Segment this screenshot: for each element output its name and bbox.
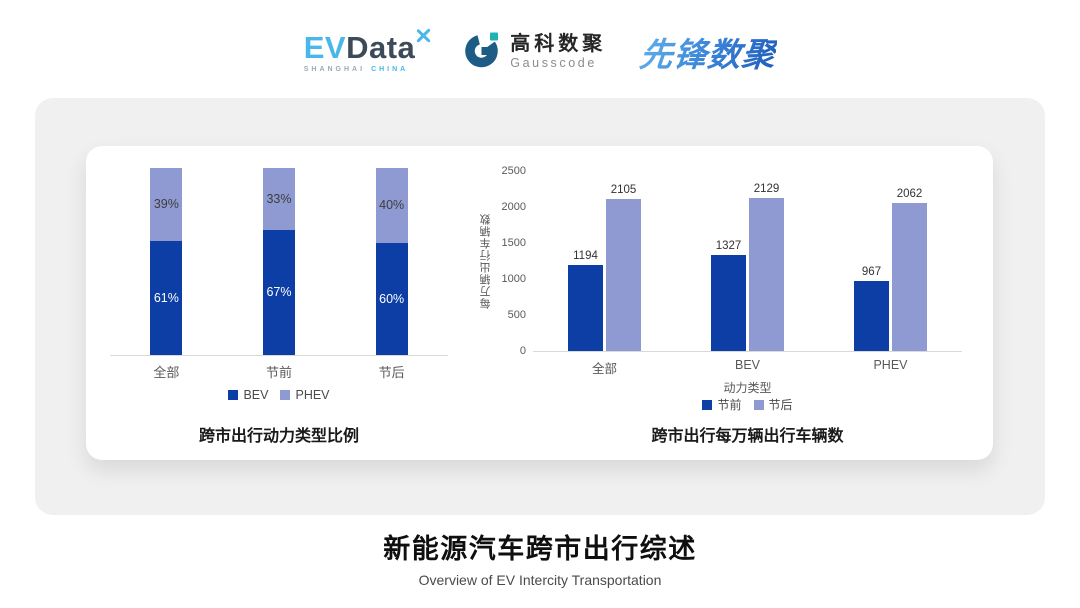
- right-chart-categories: 全部 BEV PHEV: [533, 358, 962, 377]
- bar-value-label: 2129: [753, 182, 780, 195]
- evdata-subtitle: SHANGHAI CHINA: [304, 66, 431, 73]
- legend-swatch-icon: [753, 399, 764, 410]
- segment-value-label: 61%: [153, 290, 179, 305]
- charts-panel: 39% 61% 33% 67% 40% 60% 全部 节前 节后 BEV PHEV 跨市出行动力…: [86, 146, 993, 460]
- evdata-sparkle-icon: [416, 28, 431, 47]
- right-chart-legend: 节前 节后: [533, 396, 962, 413]
- y-tick-label: 0: [519, 345, 526, 357]
- y-tick-label: 1000: [501, 273, 526, 285]
- legend-swatch-icon: [702, 399, 713, 410]
- evdata-logo: EV Data SHANGHAI CHINA: [303, 28, 431, 73]
- gausscode-g-icon: [464, 31, 501, 73]
- category-label: PHEV: [873, 358, 908, 372]
- stacked-bar: 40% 60%: [375, 168, 408, 355]
- legend-item-节后: 节后: [753, 396, 793, 413]
- category-label: 节后: [378, 365, 405, 380]
- segment-value-label: 67%: [266, 285, 292, 300]
- bar-segment-phev: 40%: [375, 168, 408, 243]
- category-label: 全部: [153, 365, 180, 380]
- bar-with-label: 2105: [606, 171, 641, 351]
- stacked-bar-column: 33% 67%: [223, 168, 336, 355]
- y-tick-label: 2000: [501, 201, 526, 213]
- bar-segment-phev: 39%: [150, 168, 183, 241]
- left-chart-legend: BEV PHEV: [110, 388, 448, 402]
- stacked-bar: 33% 67%: [263, 168, 295, 355]
- pioneer-logo: 先锋数聚: [638, 28, 779, 76]
- legend-label: BEV: [243, 388, 269, 402]
- page-title: 新能源汽车跨市出行综述: [383, 534, 697, 564]
- bar-节后: [606, 199, 641, 351]
- right-chart-y-ticks: 0 500 1000 1500 2000 2500: [490, 165, 526, 357]
- evdata-wordmark: EV Data: [303, 28, 431, 65]
- y-tick-label: 2500: [501, 165, 526, 177]
- segment-value-label: 60%: [379, 291, 405, 306]
- legend-swatch-icon: [228, 390, 239, 400]
- segment-value-label: 33%: [266, 191, 292, 206]
- category-label: BEV: [734, 358, 760, 372]
- bar-segment-bev: 61%: [150, 240, 183, 355]
- bar-节后: [892, 202, 927, 351]
- header-logo-bar: EV Data SHANGHAI CHINA 高科数聚 Gausscode 先锋…: [0, 22, 1080, 82]
- right-chart-title: 跨市出行每万辆出行车辆数: [651, 428, 844, 445]
- bar-with-label: 967: [854, 171, 889, 351]
- stacked-bar-column: 39% 61%: [110, 168, 223, 355]
- legend-label: 节后: [768, 398, 793, 412]
- bar-segment-phev: 33%: [263, 168, 295, 230]
- bar-节后: [749, 197, 784, 351]
- left-chart-title: 跨市出行动力类型比例: [198, 428, 359, 445]
- bar-节前: [854, 281, 889, 351]
- bar-value-label: 1327: [715, 240, 742, 253]
- bar-with-label: 2062: [892, 171, 927, 351]
- bar-节前: [711, 255, 746, 351]
- segment-value-label: 40%: [379, 198, 405, 213]
- bar-value-label: 967: [861, 266, 882, 279]
- evdata-data-text: Data: [346, 29, 416, 65]
- page-subtitle: Overview of EV Intercity Transportation: [418, 572, 662, 588]
- category-label: 节前: [266, 365, 293, 380]
- legend-swatch-icon: [280, 390, 291, 400]
- legend-label: 节前: [717, 398, 742, 412]
- y-tick-label: 500: [507, 309, 526, 321]
- evdata-shanghai-text: SHANGHAI: [303, 65, 366, 73]
- legend-label: PHEV: [295, 388, 330, 402]
- gausscode-logo: 高科数聚 Gausscode: [464, 31, 606, 73]
- bar-segment-bev: 67%: [263, 229, 295, 355]
- bar-with-label: 1194: [568, 171, 603, 351]
- gausscode-en-text: Gausscode: [510, 56, 597, 71]
- bar-value-label: 2062: [896, 187, 923, 200]
- bar-节前: [568, 265, 603, 351]
- stacked-bar: 39% 61%: [150, 168, 183, 355]
- bar-with-label: 1327: [711, 171, 746, 351]
- bar-group: 967 2062: [819, 171, 962, 351]
- report-card: 39% 61% 33% 67% 40% 60% 全部 节前 节后 BEV PHEV 跨市出行动力…: [35, 98, 1045, 515]
- bar-value-label: 2105: [610, 184, 637, 197]
- gausscode-cn-text: 高科数聚: [510, 33, 607, 56]
- legend-item-bev: BEV: [228, 388, 268, 402]
- right-chart-x-axis-line: [533, 351, 962, 352]
- right-chart-plot: 1194 2105 1327 2129 967 2062: [533, 171, 962, 351]
- evdata-china-text: CHINA: [371, 65, 409, 73]
- bar-segment-bev: 60%: [375, 242, 408, 355]
- y-tick-label: 1500: [501, 237, 526, 249]
- legend-item-phev: PHEV: [280, 388, 330, 402]
- segment-value-label: 39%: [153, 197, 179, 212]
- legend-item-节前: 节前: [702, 396, 742, 413]
- bar-value-label: 1194: [573, 250, 598, 263]
- evdata-ev-text: EV: [303, 29, 347, 65]
- category-label: 全部: [591, 362, 617, 376]
- left-chart-plot: 39% 61% 33% 67% 40% 60%: [110, 168, 448, 355]
- page-footer: 新能源汽车跨市出行综述 Overview of EV Intercity Tra…: [0, 527, 1080, 588]
- bar-group: 1327 2129: [676, 171, 819, 351]
- bar-with-label: 2129: [749, 171, 784, 351]
- gausscode-wordmark: 高科数聚 Gausscode: [510, 33, 606, 70]
- left-chart-x-axis-line: [110, 355, 448, 356]
- bar-group: 1194 2105: [533, 171, 676, 351]
- stacked-bar-column: 40% 60%: [335, 168, 448, 355]
- right-chart-x-axis-label: 动力类型: [723, 381, 772, 395]
- left-chart-categories: 全部 节前 节后: [110, 362, 448, 381]
